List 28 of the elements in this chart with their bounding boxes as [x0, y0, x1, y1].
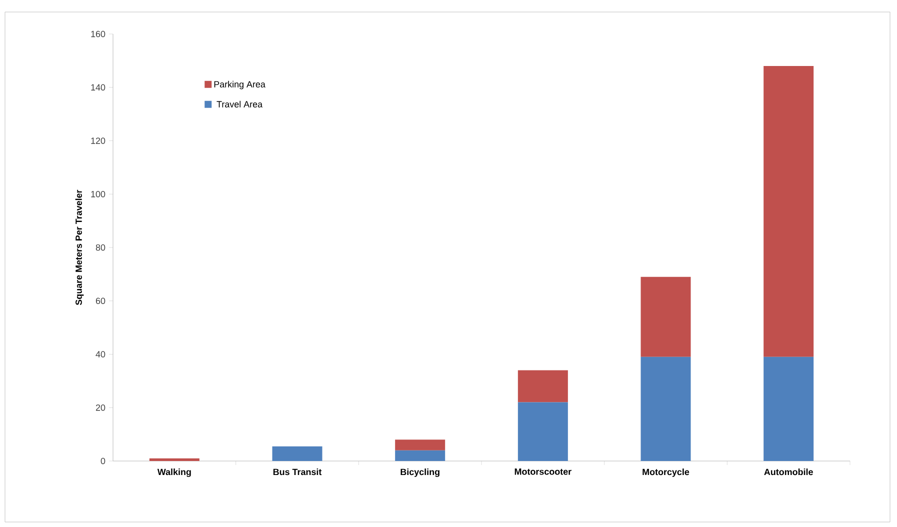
bar: [764, 66, 814, 357]
bar: [640, 276, 691, 357]
y-tick-label: 120: [91, 138, 106, 144]
y-tick-label: 60: [96, 298, 106, 304]
y-tick-label: 40: [96, 351, 106, 358]
bar: [640, 356, 691, 461]
y-tick-label: 100: [91, 190, 106, 198]
x-tick-label: Motorscooter: [514, 468, 572, 475]
x-tick-label: Automobile: [764, 468, 813, 476]
bar: [518, 402, 568, 461]
y-tick-label: 80: [96, 244, 106, 251]
legend-label: Parking Area: [214, 80, 266, 90]
bar: [272, 446, 322, 461]
bar: [149, 458, 200, 461]
y-tick-label: 0: [100, 458, 106, 464]
bar: [518, 370, 568, 402]
bar: [395, 440, 446, 450]
legend-label: Travel Area: [216, 100, 263, 108]
y-tick-label: 140: [91, 84, 106, 91]
y-axis-title: Square Meters Per Traveler: [75, 190, 84, 306]
x-tick-label: Motorcycle: [642, 468, 690, 477]
x-tick-label: Bicycling: [400, 468, 440, 477]
x-tick-label: Walking: [157, 468, 191, 477]
y-tick-label: 20: [96, 404, 106, 411]
bar: [395, 450, 446, 461]
bar: [764, 356, 814, 461]
x-tick-label: Bus Transit: [273, 468, 322, 476]
y-tick-label: 160: [91, 30, 106, 38]
